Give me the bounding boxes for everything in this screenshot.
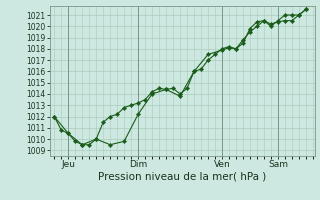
X-axis label: Pression niveau de la mer( hPa ): Pression niveau de la mer( hPa ) <box>98 172 267 182</box>
